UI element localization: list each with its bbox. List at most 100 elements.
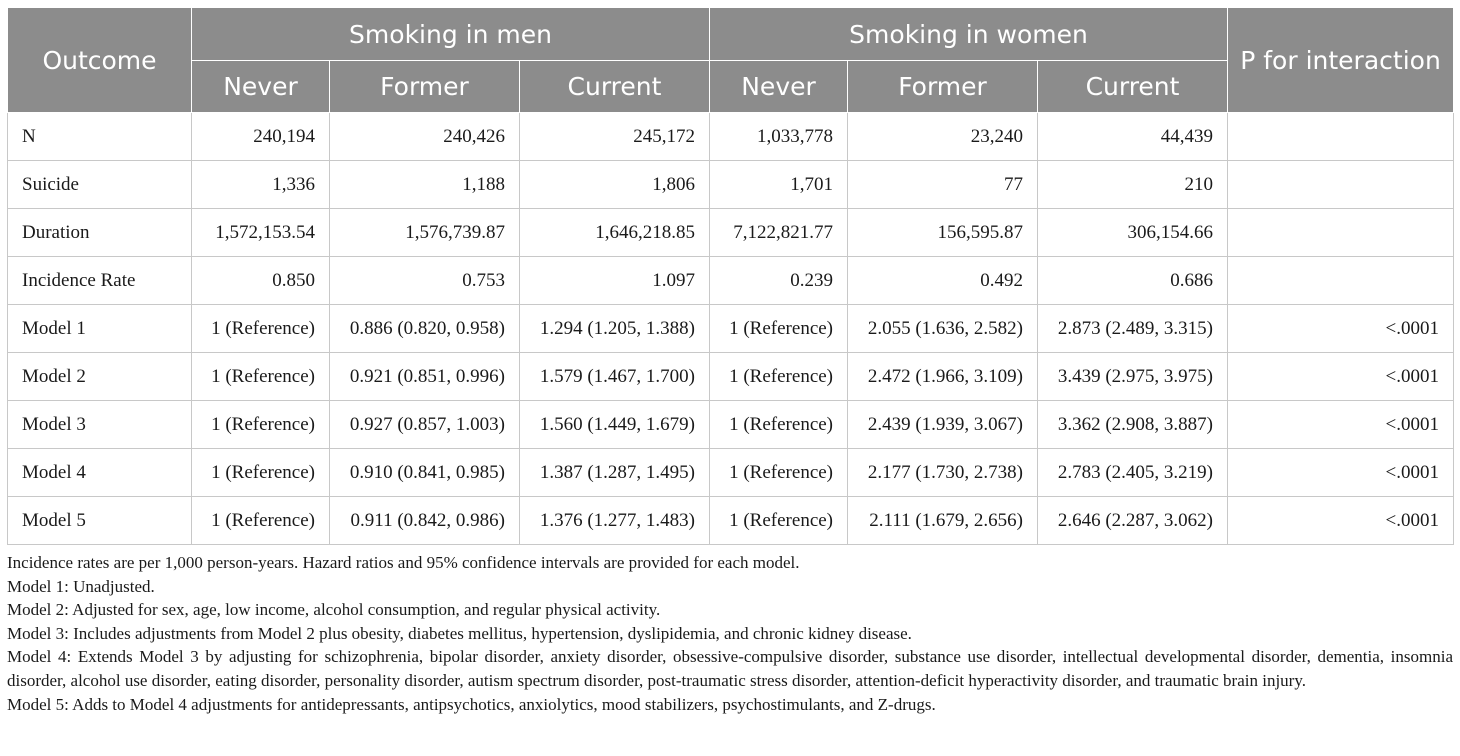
row-label: Suicide [7,160,192,209]
table-cell: 1.376 (1.277, 1.483) [518,496,711,545]
table-cell: <.0001 [1227,496,1455,545]
table-cell: 1 (Reference) [191,400,330,449]
table-cell: 0.910 (0.841, 0.985) [329,448,520,497]
header-outcome: Outcome [7,7,192,113]
table-cell: 1.579 (1.467, 1.700) [518,352,711,401]
header-men-current: Current [518,60,711,113]
table-cell: 156,595.87 [847,208,1039,257]
table-cell: 23,240 [847,112,1039,161]
header-row-groups: Outcome Smoking in men Smoking in women … [7,7,1455,113]
table-cell: 1,336 [191,160,330,209]
table-cell: 306,154.66 [1037,208,1229,257]
table-cell: 0.921 (0.851, 0.996) [329,352,520,401]
table-cell: <.0001 [1227,352,1455,401]
table-cell: 1.294 (1.205, 1.388) [518,304,711,353]
table-cell: 1.560 (1.449, 1.679) [518,400,711,449]
table-cell: 1,701 [709,160,849,209]
table-cell: 1 (Reference) [709,352,849,401]
row-label: Duration [7,208,192,257]
table-cell: 0.886 (0.820, 0.958) [329,304,520,353]
footnote-model-2: Model 2: Adjusted for sex, age, low inco… [7,600,661,620]
table-cell: 1,806 [518,160,711,209]
header-p-interaction: P for interaction [1227,7,1455,113]
table-cell: <.0001 [1227,400,1455,449]
table-cell: 1.387 (1.287, 1.495) [518,448,711,497]
row-label: Model 5 [7,496,192,545]
header-men-never: Never [191,60,330,113]
header-women-former: Former [847,60,1039,113]
table-cell: 1,646,218.85 [518,208,711,257]
table-cell: 1,576,739.87 [329,208,520,257]
table-cell: 0.686 [1037,256,1229,305]
table-cell: 1,188 [329,160,520,209]
table-cell: 0.927 (0.857, 1.003) [329,400,520,449]
footnote-model-5: Model 5: Adds to Model 4 adjustments for… [7,694,936,714]
table-cell: 3.362 (2.908, 3.887) [1037,400,1229,449]
table-cell: 1 (Reference) [709,304,849,353]
table-cell: 1,572,153.54 [191,208,330,257]
table-cell [1227,160,1455,209]
results-table-container: Outcome Smoking in men Smoking in women … [7,7,1455,716]
table-cell: 2.055 (1.636, 2.582) [847,304,1039,353]
table-cell: 0.911 (0.842, 0.986) [329,496,520,545]
table-cell: <.0001 [1227,304,1455,353]
table-cell: 77 [847,160,1039,209]
table-cell: 1.097 [518,256,711,305]
row-label: Model 3 [7,400,192,449]
table-cell: 1,033,778 [709,112,849,161]
table-cell: 2.111 (1.679, 2.656) [847,496,1039,545]
header-women-never: Never [709,60,849,113]
table-cell: 1 (Reference) [191,496,330,545]
table-cell: 1 (Reference) [191,304,330,353]
table-cell: 1 (Reference) [191,352,330,401]
footnote-model-3: Model 3: Includes adjustments from Model… [7,623,912,643]
table-cell: 3.439 (2.975, 3.975) [1037,352,1229,401]
header-women-current: Current [1037,60,1229,113]
footnote-incidence: Incidence rates are per 1,000 person-yea… [7,553,800,572]
table-cell: 2.472 (1.966, 3.109) [847,352,1039,401]
table-cell: 2.646 (2.287, 3.062) [1037,496,1229,545]
row-label: Incidence Rate [7,256,192,305]
header-men-former: Former [329,60,520,113]
table-cell: 245,172 [518,112,711,161]
table-row: N 240,194 240,426 245,172 1,033,778 23,240 44,… [7,112,1455,161]
table-cell [1227,112,1455,161]
table-cell: 240,426 [329,112,520,161]
table-cell: 1 (Reference) [709,448,849,497]
table-cell: 1 (Reference) [709,496,849,545]
header-row-subcolumns: Never Former Current Never Former Curren… [8,60,1454,113]
header-men-group: Smoking in men [190,7,711,61]
table-cell: 2.439 (1.939, 3.067) [847,400,1039,449]
table-row: Suicide 1,336 1,188 1,806 1,701 77 210 [7,160,1455,209]
row-label: Model 4 [7,448,192,497]
row-label: N [7,112,192,161]
table-cell: 44,439 [1037,112,1229,161]
table-footnotes: Incidence rates are per 1,000 person-yea… [7,551,1453,716]
table-row: Incidence Rate 0.850 0.753 1.097 0.239 0.492 0… [7,256,1455,305]
table-cell: <.0001 [1227,448,1455,497]
table-cell: 0.850 [191,256,330,305]
table-cell: 0.753 [329,256,520,305]
table-row: Duration 1,572,153.54 1,576,739.87 1,646,21… [7,208,1455,257]
footnote-model-1: Model 1: Unadjusted. [7,576,155,596]
footnote-model-4: Model 4: Extends Model 3 by adjusting fo… [7,647,1453,690]
row-label: Model 1 [7,304,192,353]
table-cell: 240,194 [191,112,330,161]
results-table: Outcome Smoking in men Smoking in women … [7,7,1455,545]
table-cell [1227,208,1455,257]
table-cell: 1 (Reference) [709,400,849,449]
table-cell [1227,256,1455,305]
table-cell: 2.873 (2.489, 3.315) [1037,304,1229,353]
table-cell: 2.783 (2.405, 3.219) [1037,448,1229,497]
row-label: Model 2 [7,352,192,401]
table-cell: 7,122,821.77 [709,208,849,257]
table-cell: 2.177 (1.730, 2.738) [847,448,1039,497]
table-cell: 1 (Reference) [191,448,330,497]
header-women-group: Smoking in women [709,7,1229,61]
table-cell: 0.239 [709,256,849,305]
